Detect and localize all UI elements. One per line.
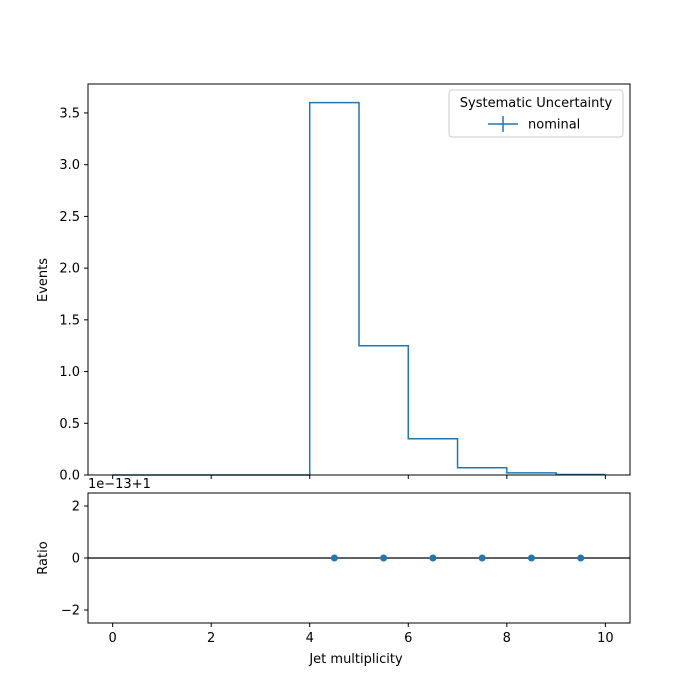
main-histogram-panel: 0.0 0.5 1.0 1.5 2.0 2.5 3.0 3.5 Events Systemat… — [36, 83, 631, 484]
main-y-tick-label: 0.0 — [59, 469, 80, 484]
x-tick-label: 0 — [108, 631, 116, 646]
ratio-point — [330, 554, 338, 562]
x-tick-label: 6 — [404, 631, 412, 646]
ratio-point — [429, 554, 437, 562]
main-y-tick-label: 1.0 — [59, 365, 80, 380]
legend-title: Systematic Uncertainty — [460, 96, 613, 111]
x-tick-label: 4 — [306, 631, 314, 646]
ratio-y-tick-label: −2 — [61, 604, 80, 619]
main-y-axis-label: Events — [36, 258, 51, 302]
main-x-ticks — [112, 475, 606, 479]
ratio-points — [330, 554, 585, 562]
x-tick-label: 8 — [503, 631, 511, 646]
main-y-tick-label: 1.5 — [59, 313, 80, 328]
main-y-tick-label: 0.5 — [59, 417, 80, 432]
ratio-y-ticks: −2 0 2 — [61, 500, 88, 619]
main-y-tick-label: 2.0 — [59, 262, 80, 277]
x-tick-label: 2 — [207, 631, 215, 646]
main-plot-frame — [87, 83, 631, 476]
ratio-y-tick-label: 0 — [72, 552, 80, 567]
ratio-point — [577, 554, 585, 562]
legend-marker-icon — [488, 116, 518, 132]
ratio-y-axis-label: Ratio — [36, 541, 51, 574]
ratio-point — [380, 554, 388, 562]
legend-entry-nominal: nominal — [528, 118, 580, 133]
ratio-x-ticks: 0 2 4 6 8 10 — [108, 623, 614, 646]
legend-box — [448, 89, 624, 138]
main-y-tick-label: 3.0 — [59, 158, 80, 173]
main-y-tick-label: 2.5 — [59, 210, 80, 225]
main-y-ticks: 0.0 0.5 1.0 1.5 2.0 2.5 3.0 3.5 — [59, 106, 88, 484]
x-tick-label: 10 — [597, 631, 614, 646]
ratio-point — [478, 554, 486, 562]
ratio-panel: 0 2 4 6 8 10 −2 0 2 1e−13+1 Ratio Jet multiplic… — [36, 477, 631, 667]
x-axis-label: Jet multiplicity — [308, 652, 403, 667]
legend: Systematic Uncertainty nominal — [448, 89, 624, 138]
ratio-offset-label: 1e−13+1 — [88, 477, 151, 492]
ratio-point — [527, 554, 535, 562]
main-y-tick-label: 3.5 — [59, 106, 80, 121]
ratio-y-tick-label: 2 — [72, 500, 80, 515]
